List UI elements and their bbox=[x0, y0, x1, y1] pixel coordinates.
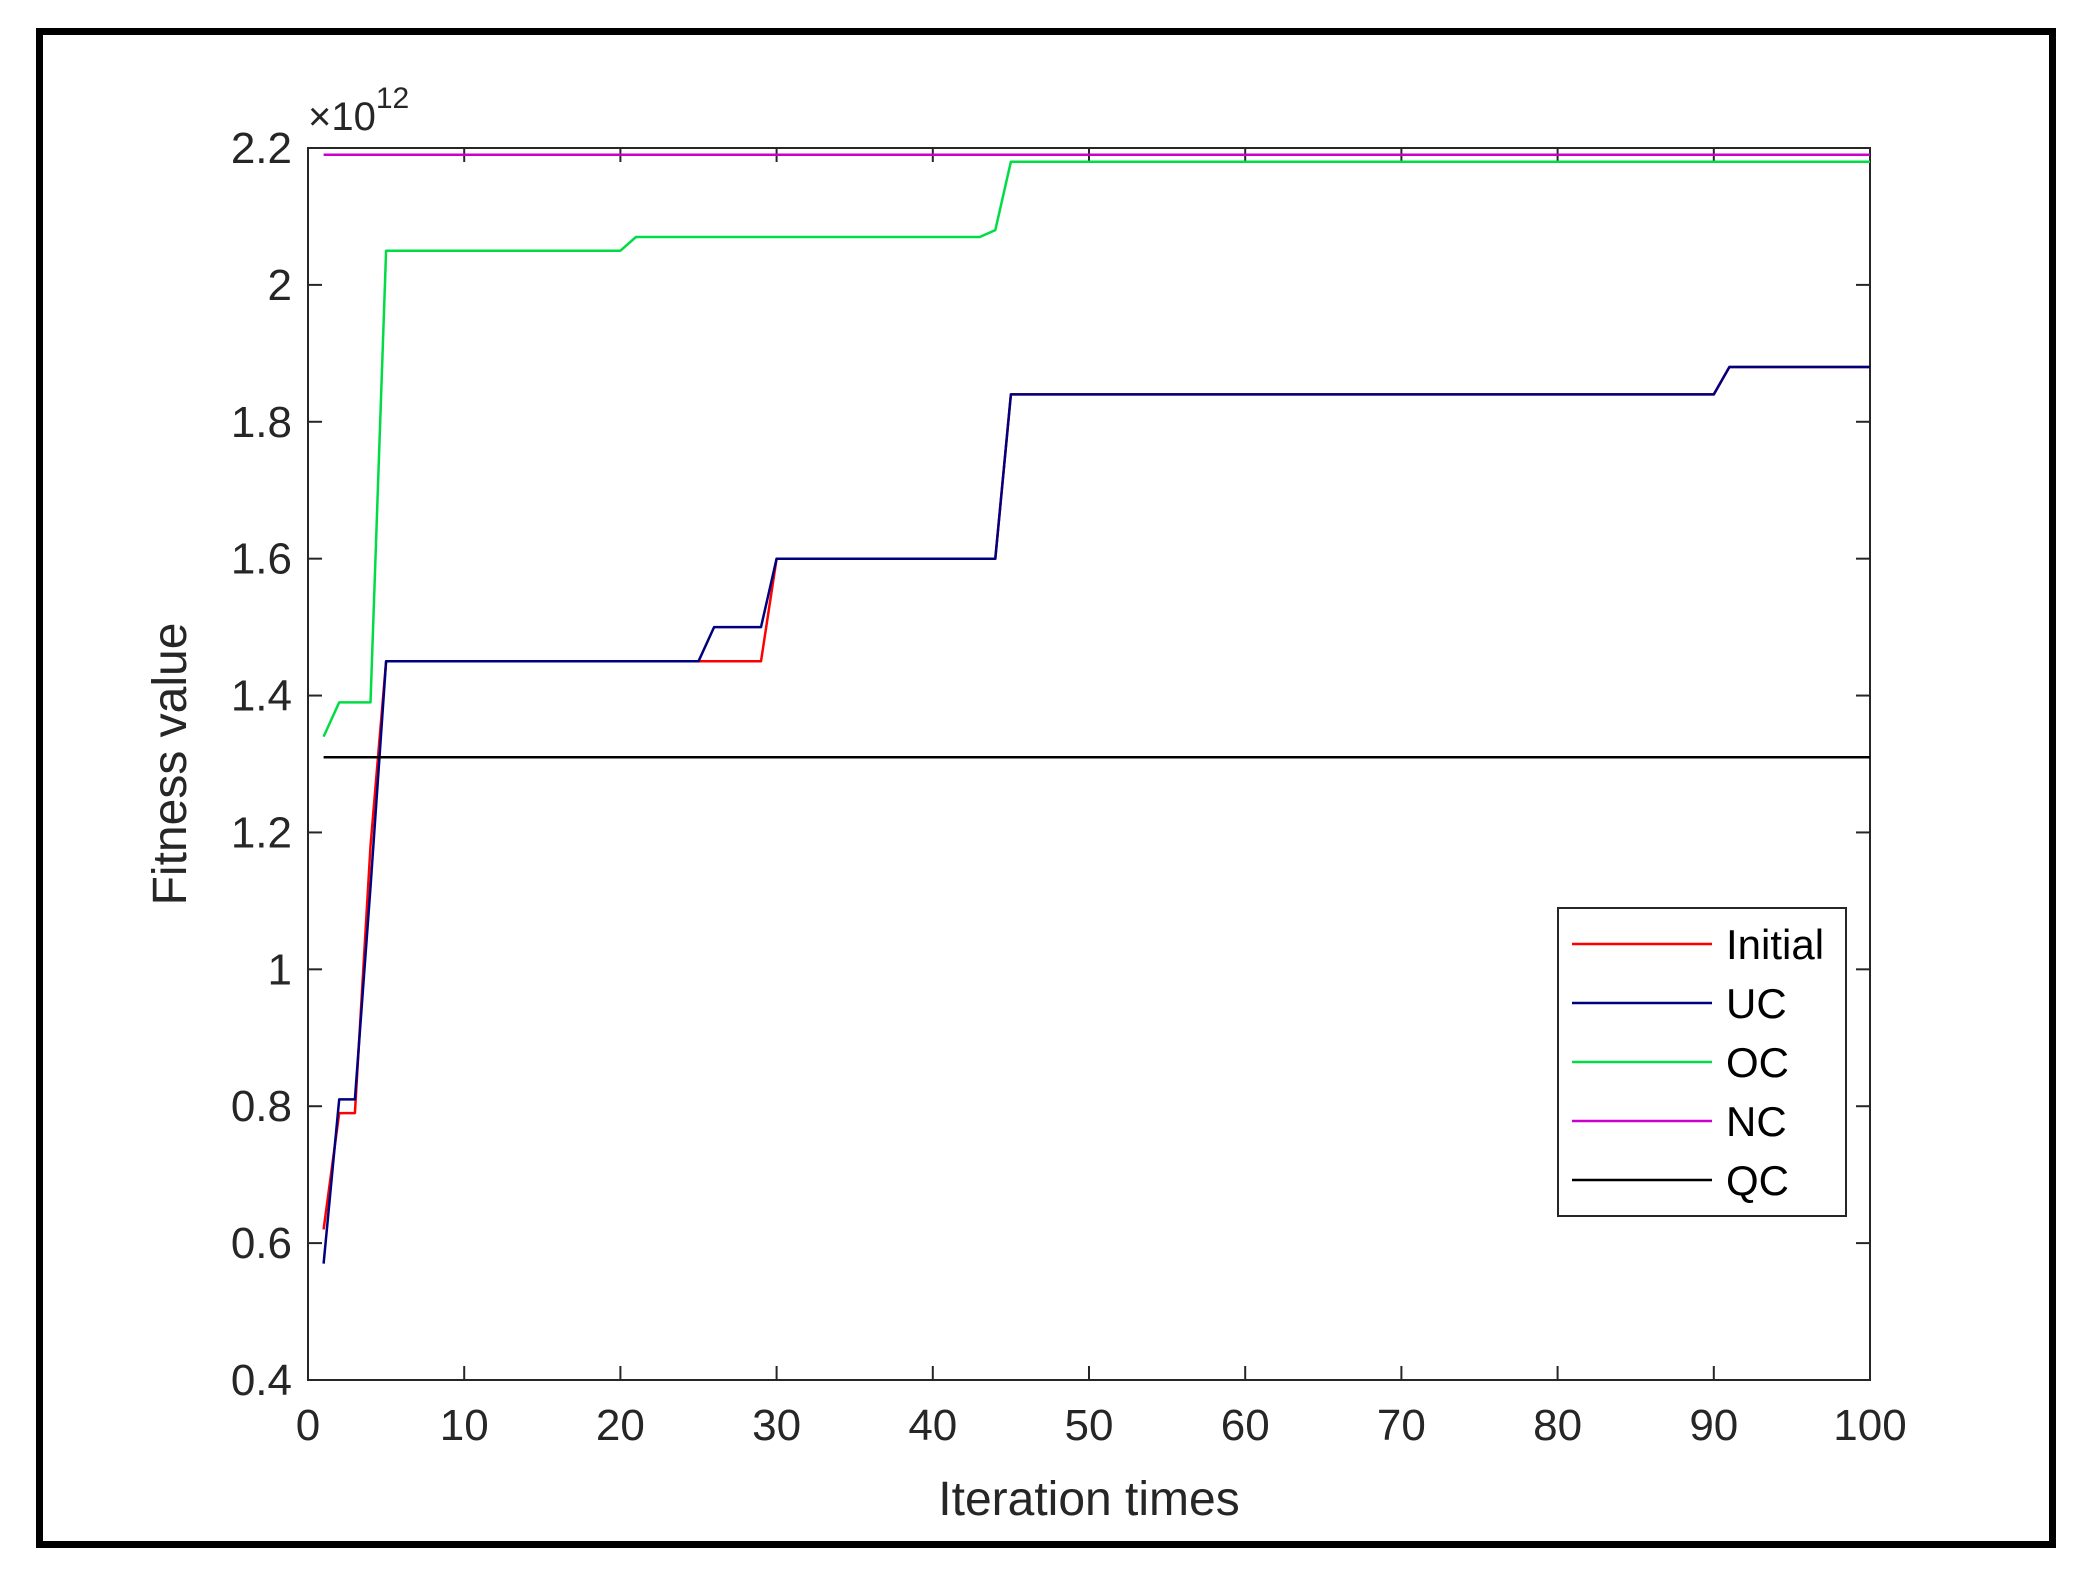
series-lines bbox=[322, 153, 1870, 1264]
y-tick-label: 0.6 bbox=[231, 1219, 292, 1268]
legend-label: Initial bbox=[1726, 921, 1824, 968]
x-tick-label: 30 bbox=[752, 1401, 801, 1450]
legend: Initial UC OC NC QC bbox=[1557, 907, 1847, 1217]
y-tick-label: 0.8 bbox=[231, 1082, 292, 1131]
y-multiplier-label: ×1012 bbox=[308, 82, 409, 139]
x-tick-label: 90 bbox=[1689, 1401, 1738, 1450]
x-tick-label: 10 bbox=[440, 1401, 489, 1450]
y-axis-title: Fitness value bbox=[144, 623, 197, 906]
legend-label: NC bbox=[1726, 1098, 1787, 1145]
y-tick-label: 1 bbox=[268, 945, 292, 994]
series-line-uc bbox=[322, 365, 1870, 1264]
x-tick-label: 50 bbox=[1065, 1401, 1114, 1450]
y-tick-label: 1.6 bbox=[231, 535, 292, 584]
y-tick-label: 0.4 bbox=[231, 1356, 292, 1405]
y-tick-label: 1.4 bbox=[231, 672, 292, 721]
x-axis-title: Iteration times bbox=[938, 1473, 1239, 1526]
x-tick-label: 100 bbox=[1833, 1401, 1906, 1450]
x-tick-label: 40 bbox=[908, 1401, 957, 1450]
y-tick-label: 1.8 bbox=[231, 398, 292, 447]
x-tick-label: 20 bbox=[596, 1401, 645, 1450]
y-tick-label: 1.2 bbox=[231, 808, 292, 857]
legend-label: UC bbox=[1726, 980, 1787, 1027]
legend-label: OC bbox=[1726, 1039, 1789, 1086]
x-tick-label: 70 bbox=[1377, 1401, 1426, 1450]
y-tick-label: 2 bbox=[268, 261, 292, 310]
axis-ticks: 0 10 20 30 40 50 60 70 80 90 100 0.4 0.6 0.8 1 1.2 1.4 1.… bbox=[231, 124, 1907, 1450]
x-tick-label: 60 bbox=[1221, 1401, 1270, 1450]
series-line-oc bbox=[322, 160, 1870, 738]
legend-label: QC bbox=[1726, 1157, 1789, 1204]
x-tick-label: 0 bbox=[296, 1401, 320, 1450]
y-tick-label: 2.2 bbox=[231, 124, 292, 173]
x-tick-label: 80 bbox=[1533, 1401, 1582, 1450]
